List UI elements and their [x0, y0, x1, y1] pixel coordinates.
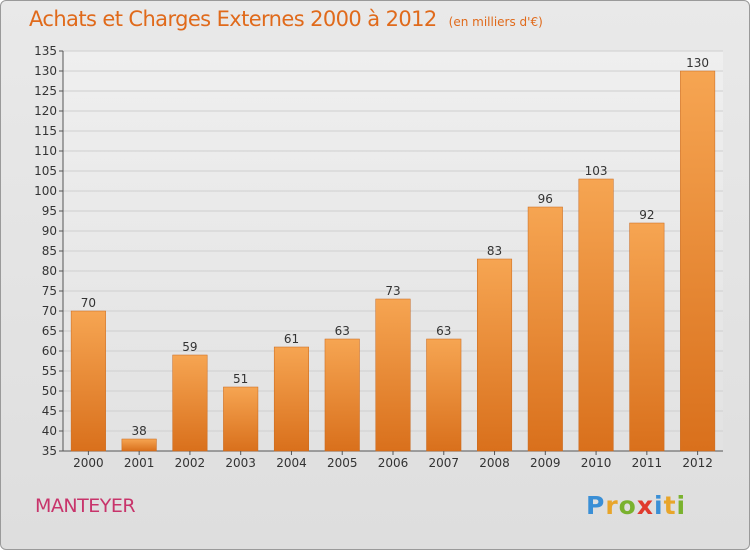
logo-letter: t [663, 491, 677, 520]
y-tick-label: 125 [34, 84, 57, 98]
y-tick-label: 115 [34, 124, 57, 138]
chart-title-text: Achats et Charges Externes 2000 à 2012 [29, 7, 437, 31]
bar-value-label: 103 [585, 164, 608, 178]
y-tick-label: 75 [42, 284, 57, 298]
y-tick-label: 135 [34, 44, 57, 58]
x-tick-label: 2008 [479, 456, 510, 470]
bar-value-label: 63 [335, 324, 350, 338]
x-tick-label: 2010 [581, 456, 612, 470]
y-tick-label: 70 [42, 304, 57, 318]
x-tick-label: 2003 [225, 456, 256, 470]
bar [680, 70, 716, 452]
bar [172, 354, 208, 452]
logo-letter: i [654, 491, 664, 520]
bar-value-label: 130 [686, 56, 709, 70]
x-tick-label: 2011 [632, 456, 663, 470]
bar [578, 178, 614, 452]
y-tick-label: 40 [42, 424, 57, 438]
chart-subtitle: (en milliers d'€) [448, 15, 543, 29]
bar [629, 222, 665, 452]
y-tick-label: 100 [34, 184, 57, 198]
y-tick-label: 90 [42, 224, 57, 238]
x-tick-label: 2002 [175, 456, 206, 470]
logo-letter: P [586, 491, 606, 520]
x-tick-label: 2009 [530, 456, 561, 470]
y-tick-label: 60 [42, 344, 57, 358]
bar-value-label: 73 [385, 284, 400, 298]
x-tick-label: 2006 [378, 456, 409, 470]
y-tick-label: 130 [34, 64, 57, 78]
x-tick-label: 2007 [428, 456, 459, 470]
bar [426, 338, 462, 452]
bar [375, 298, 411, 452]
y-tick-label: 50 [42, 384, 57, 398]
bar [273, 346, 309, 452]
y-tick-label: 120 [34, 104, 57, 118]
bar-value-label: 96 [538, 192, 553, 206]
bar [527, 206, 563, 452]
bar-value-label: 59 [182, 340, 197, 354]
bar-value-label: 51 [233, 372, 248, 386]
x-tick-label: 2004 [276, 456, 307, 470]
y-tick-label: 95 [42, 204, 57, 218]
y-tick-label: 85 [42, 244, 57, 258]
bar [477, 258, 513, 452]
y-tick-label: 110 [34, 144, 57, 158]
x-tick-label: 2000 [73, 456, 104, 470]
y-tick-label: 45 [42, 404, 57, 418]
bar [223, 386, 259, 452]
y-tick-label: 35 [42, 444, 57, 458]
x-tick-label: 2012 [682, 456, 713, 470]
y-tick-label: 65 [42, 324, 57, 338]
logo-letter: r [605, 491, 619, 520]
bar [70, 310, 106, 452]
bar [324, 338, 360, 452]
bar-value-label: 70 [81, 296, 96, 310]
logo-letter: o [618, 491, 637, 520]
x-tick-label: 2005 [327, 456, 358, 470]
place-name: MANTEYER [35, 495, 136, 517]
chart-title: Achats et Charges Externes 2000 à 2012 (e… [29, 7, 543, 31]
logo-letter: i [676, 491, 687, 520]
y-tick-label: 80 [42, 264, 57, 278]
bar-value-label: 83 [487, 244, 502, 258]
x-tick-label: 2001 [124, 456, 155, 470]
bar [121, 438, 157, 452]
y-tick-label: 105 [34, 164, 57, 178]
proxiti-logo: Proxiti [586, 491, 686, 520]
y-tick-label: 55 [42, 364, 57, 378]
bar-value-label: 63 [436, 324, 451, 338]
bar-value-label: 92 [639, 208, 654, 222]
logo-letter: x [636, 491, 654, 520]
bar-value-label: 61 [284, 332, 299, 346]
bar-value-label: 38 [132, 424, 147, 438]
